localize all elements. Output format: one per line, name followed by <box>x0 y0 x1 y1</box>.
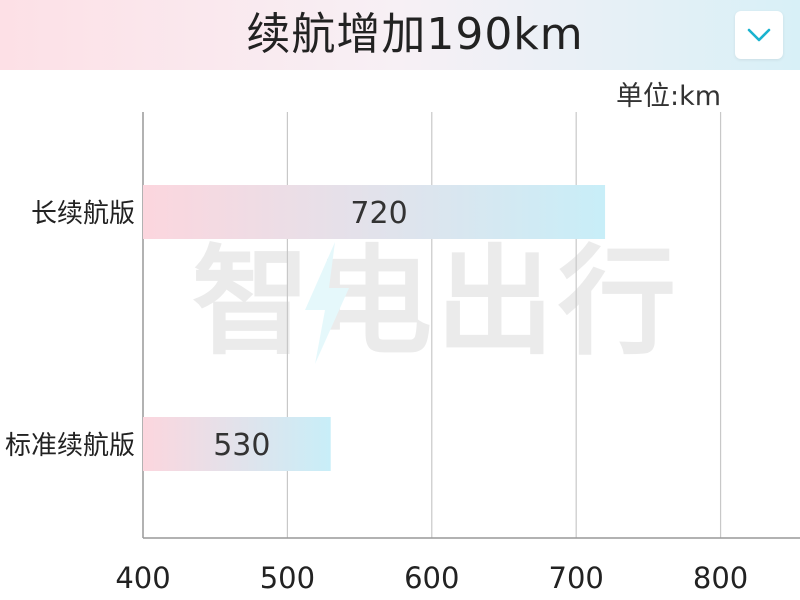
bar <box>143 417 331 471</box>
x-tick-label: 500 <box>260 561 315 595</box>
axes <box>142 112 800 539</box>
chevron-down-icon <box>747 28 771 42</box>
page-title: 续航增加190km <box>246 9 584 60</box>
data-label: 720 <box>350 196 407 231</box>
x-tick-label: 800 <box>693 561 748 595</box>
category-label: 标准续航版 <box>5 431 135 461</box>
menu-button[interactable] <box>735 11 783 59</box>
title-banner <box>0 0 800 70</box>
bars <box>143 185 606 471</box>
x-tick-label: 700 <box>549 561 604 595</box>
x-tick-label: 600 <box>404 561 459 595</box>
x-tick-label: 400 <box>115 561 170 595</box>
category-label: 长续航版 <box>31 199 135 229</box>
unit-label: 单位:km <box>616 81 722 112</box>
labels: 400 500 600 700 800 长续航版 720 标准续航版 530 <box>5 196 748 595</box>
bar <box>143 185 606 239</box>
grid-lines <box>286 112 722 538</box>
data-label: 530 <box>213 428 270 463</box>
